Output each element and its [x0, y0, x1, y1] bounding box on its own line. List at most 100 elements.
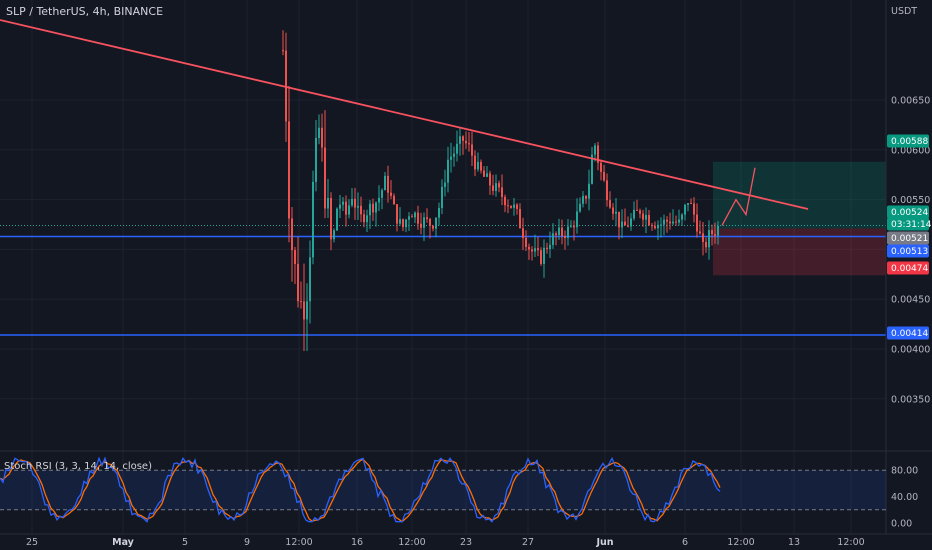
candle-body [483, 170, 485, 177]
time-tick-label: 12:00 [727, 537, 754, 548]
candle-body [690, 203, 692, 205]
candle-body [681, 214, 683, 220]
candle-body [423, 217, 425, 228]
candle-body [582, 195, 584, 204]
rsi-axis: 80.00 40.00 0.00 [891, 466, 918, 530]
candle-body [390, 192, 392, 196]
candle-body [369, 203, 371, 216]
candle-body [492, 185, 494, 191]
price-axis[interactable]: 0.00650 0.00600 0.00550 0.00450 0.00400 0.003… [891, 96, 930, 406]
candle-body [597, 145, 599, 163]
candle-body [576, 211, 578, 228]
candle-body [693, 203, 695, 215]
candle-body [603, 171, 605, 181]
candle-body [624, 221, 626, 226]
price-badge-label: 0.00588 [891, 137, 928, 147]
price-tick-label: 0.00550 [891, 195, 930, 206]
price-badge-label: 03:31:14 [891, 220, 932, 230]
descending-trendline[interactable] [0, 19, 809, 210]
candle-body [282, 50, 284, 52]
candle-body [366, 215, 368, 223]
time-tick-label: May [112, 537, 135, 548]
candle-body [585, 195, 587, 199]
time-tick-label: 12:00 [285, 537, 312, 548]
time-tick-label: Jun [595, 537, 613, 548]
candle-body [654, 226, 656, 229]
candle-body [708, 230, 710, 248]
candle-body [444, 182, 446, 187]
price-badge [887, 231, 929, 245]
candle-body [525, 237, 527, 247]
candle-body [513, 204, 515, 208]
candle-body [516, 204, 518, 209]
candle-body [465, 140, 467, 144]
price-badge-label: 0.00513 [891, 247, 928, 257]
price-badge [887, 261, 929, 275]
candle-body [474, 155, 476, 170]
candle-body [636, 209, 638, 211]
candle-body [594, 145, 596, 155]
target-zone [713, 161, 886, 229]
rsi-title: Stoch RSI (3, 3, 14, 14, close) [4, 461, 152, 472]
price-badge-label: 0.00521 [891, 234, 928, 244]
candle-body [384, 175, 386, 191]
price-tick-label: 0.00350 [891, 394, 930, 405]
candle-body [435, 217, 437, 229]
candle-body [354, 198, 356, 208]
price-badge [887, 244, 929, 258]
candle-body [591, 154, 593, 184]
candle-body [549, 244, 551, 249]
candle-body [402, 219, 404, 228]
candle-body [519, 208, 521, 229]
projection-path[interactable] [721, 167, 756, 226]
candle-body [351, 198, 353, 206]
candle-body [318, 127, 320, 138]
candle-body [387, 175, 389, 193]
time-tick-label: 27 [522, 537, 534, 548]
candle-body [312, 181, 314, 258]
candle-body [333, 230, 335, 240]
candle-body [639, 210, 641, 214]
candle-body [396, 204, 398, 224]
time-tick-label: 12:00 [837, 537, 864, 548]
candle-body [291, 218, 293, 251]
candle-body [321, 127, 323, 148]
candle-body [564, 236, 566, 238]
candle-body [342, 201, 344, 205]
candle-body [345, 201, 347, 215]
candle-body [609, 200, 611, 208]
candle-body [561, 227, 563, 237]
candle-body [486, 173, 488, 177]
candle-body [651, 225, 653, 227]
candle-body [573, 225, 575, 228]
candle-body [618, 211, 620, 228]
candle-body [405, 219, 407, 228]
stop-zone [713, 228, 886, 276]
currency-label: USDT [891, 6, 917, 17]
candle-body [615, 211, 617, 214]
candle-body [360, 205, 362, 215]
candle-body [399, 219, 401, 224]
candle-body [501, 187, 503, 197]
price-tick-label: 0.00400 [891, 345, 930, 356]
candle-body [438, 208, 440, 218]
price-badges: 0.00588 0.00524 03:31:14 0.00521 0.00513 0.00… [887, 134, 932, 340]
time-tick-label: 23 [460, 537, 472, 548]
candle-body [687, 203, 689, 205]
stoch-rsi-d-line [0, 458, 721, 523]
candle-body [699, 231, 701, 234]
candle-body [327, 198, 329, 209]
candle-body [648, 215, 650, 226]
candle-body [432, 225, 434, 229]
candle-body [600, 162, 602, 172]
candle-body [507, 205, 509, 207]
candle-body [300, 301, 302, 303]
candle-body [462, 136, 464, 141]
time-axis[interactable]: 25 May 5 9 12:00 16 12:00 23 27 Jun 6 12:00 13 12:00 [26, 537, 865, 548]
candle-body [429, 218, 431, 226]
candle-body [468, 143, 470, 145]
candle-body [558, 227, 560, 236]
candle-body [453, 153, 455, 157]
stoch-rsi-k-line [0, 456, 721, 523]
